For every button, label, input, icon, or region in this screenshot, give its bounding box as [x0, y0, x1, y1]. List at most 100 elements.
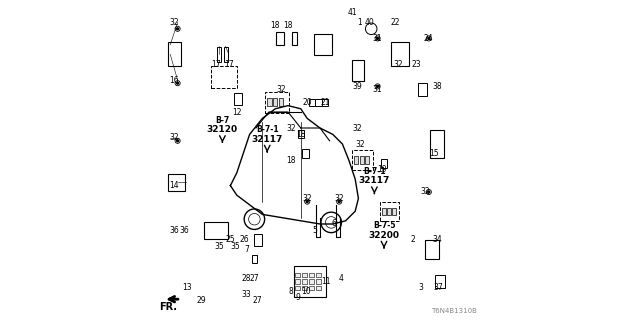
Text: 32: 32 — [334, 194, 344, 203]
Bar — [308, 99, 315, 106]
Text: B-7: B-7 — [215, 116, 230, 124]
Text: 17: 17 — [224, 60, 234, 68]
Bar — [380, 202, 399, 221]
Text: 32: 32 — [352, 124, 362, 132]
Text: 32200: 32200 — [369, 231, 399, 240]
Bar — [316, 286, 321, 290]
Text: 19: 19 — [378, 165, 387, 174]
Text: 5: 5 — [313, 226, 317, 235]
Bar — [309, 286, 314, 290]
Bar — [391, 43, 409, 67]
Text: B-7-1: B-7-1 — [256, 125, 278, 134]
Bar — [429, 130, 444, 158]
Text: FR.: FR. — [159, 302, 178, 312]
Bar — [295, 273, 300, 277]
Bar — [273, 99, 277, 106]
Bar — [224, 47, 228, 61]
Bar — [302, 286, 307, 290]
Text: 27: 27 — [250, 274, 259, 283]
Text: 1: 1 — [358, 18, 362, 27]
Text: 38: 38 — [432, 82, 442, 91]
Bar — [268, 99, 271, 106]
Bar — [265, 92, 289, 113]
Bar — [316, 273, 321, 277]
Text: 32117: 32117 — [358, 176, 390, 185]
Bar — [316, 279, 321, 284]
Text: B-7-5: B-7-5 — [372, 221, 396, 230]
Circle shape — [428, 191, 430, 193]
Bar — [352, 60, 365, 81]
Circle shape — [177, 28, 179, 30]
Bar — [204, 222, 228, 239]
Text: 9: 9 — [295, 293, 300, 302]
Bar — [365, 156, 369, 164]
Bar — [218, 47, 221, 61]
Bar — [298, 131, 303, 139]
Text: 21: 21 — [320, 98, 330, 107]
Text: 6: 6 — [332, 220, 337, 228]
Text: 31: 31 — [372, 85, 383, 94]
Bar — [392, 208, 396, 215]
Text: 35: 35 — [230, 242, 240, 251]
Bar — [309, 273, 314, 277]
Text: 18: 18 — [271, 21, 280, 30]
Text: 31: 31 — [372, 34, 383, 43]
Text: B-7-1: B-7-1 — [363, 167, 386, 176]
Text: 15: 15 — [429, 149, 438, 158]
Text: 11: 11 — [322, 277, 331, 286]
Circle shape — [377, 85, 379, 87]
Text: 17: 17 — [211, 60, 221, 68]
Bar — [382, 208, 386, 215]
Text: 24: 24 — [424, 34, 434, 43]
Text: 32: 32 — [276, 85, 287, 94]
Text: 10: 10 — [301, 287, 310, 296]
Bar — [360, 156, 364, 164]
Circle shape — [377, 37, 379, 39]
Text: 4: 4 — [339, 274, 343, 283]
Bar — [315, 99, 322, 106]
Text: 32117: 32117 — [252, 135, 283, 144]
Text: 29: 29 — [196, 296, 207, 305]
Text: 18: 18 — [296, 130, 305, 139]
Text: 41: 41 — [347, 8, 357, 17]
Bar — [309, 279, 314, 284]
Text: 36: 36 — [179, 226, 189, 235]
Text: 37: 37 — [433, 284, 444, 292]
Text: 26: 26 — [240, 236, 250, 244]
Text: 2: 2 — [410, 236, 415, 244]
Text: 3: 3 — [419, 284, 423, 292]
Text: 12: 12 — [232, 108, 241, 116]
Text: 32: 32 — [286, 124, 296, 132]
Text: 28: 28 — [242, 274, 251, 283]
Bar — [314, 35, 332, 55]
Text: 40: 40 — [365, 18, 374, 27]
Bar — [387, 208, 391, 215]
Text: 33: 33 — [241, 290, 252, 299]
Text: 22: 22 — [390, 18, 400, 27]
Bar — [381, 159, 387, 168]
Circle shape — [307, 201, 308, 203]
Text: 36: 36 — [170, 226, 179, 235]
Text: 18: 18 — [284, 21, 292, 30]
Bar — [302, 273, 307, 277]
Bar — [292, 32, 297, 45]
Bar — [417, 83, 428, 96]
Bar — [354, 156, 358, 164]
Bar — [276, 32, 284, 45]
Text: 32: 32 — [394, 60, 403, 68]
Text: 32: 32 — [302, 194, 312, 203]
Text: 20: 20 — [302, 98, 312, 107]
Bar — [302, 149, 309, 158]
Bar — [294, 266, 326, 297]
Text: 14: 14 — [170, 181, 179, 190]
Bar — [168, 174, 186, 191]
Text: 23: 23 — [411, 60, 421, 68]
Text: 25: 25 — [225, 236, 236, 244]
Circle shape — [177, 140, 179, 142]
Bar — [252, 255, 257, 263]
Bar — [295, 279, 300, 284]
Bar — [435, 275, 445, 288]
Bar — [352, 150, 372, 170]
Text: 13: 13 — [182, 284, 192, 292]
Bar — [302, 279, 307, 284]
